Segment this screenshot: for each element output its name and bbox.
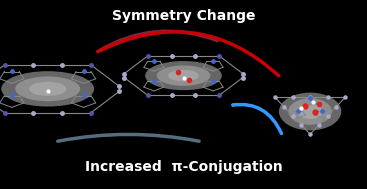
FancyArrowPatch shape <box>58 134 199 141</box>
Ellipse shape <box>29 82 66 96</box>
FancyArrowPatch shape <box>98 32 279 76</box>
Text: Increased  π-Conjugation: Increased π-Conjugation <box>85 160 282 174</box>
Text: Symmetry Change: Symmetry Change <box>112 9 255 23</box>
Ellipse shape <box>168 70 199 81</box>
Ellipse shape <box>15 77 80 101</box>
Ellipse shape <box>279 93 341 130</box>
FancyArrowPatch shape <box>233 105 281 134</box>
Ellipse shape <box>1 71 94 107</box>
Ellipse shape <box>145 61 222 90</box>
Ellipse shape <box>298 104 323 119</box>
Ellipse shape <box>157 65 210 86</box>
Ellipse shape <box>288 98 332 125</box>
FancyArrowPatch shape <box>98 31 218 51</box>
